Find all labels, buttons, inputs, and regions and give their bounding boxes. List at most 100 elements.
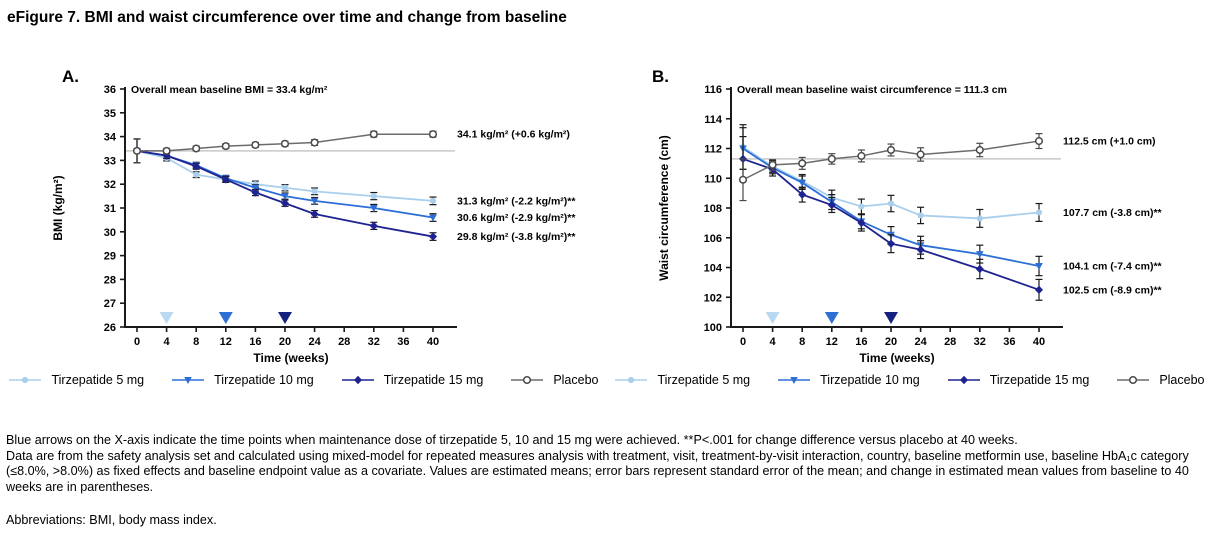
y-tick-label: 114: [704, 114, 723, 126]
waist-chart: 100 102 104 106 108 110 112 114 116 0 4 8 12 16 20 24 28…: [657, 84, 1163, 365]
legend-marker-icon: [9, 376, 42, 384]
x-tick-label: 20: [885, 336, 897, 348]
legend-item-tirzepatide-5-mg: Tirzepatide 5 mg: [7, 373, 144, 387]
series-placebo: 112.5 cm (+1.0 cm): [738, 133, 1156, 202]
marker-open-circle: [221, 142, 230, 151]
footnote-line-1: Blue arrows on the X-axis indicate the t…: [6, 433, 1018, 447]
marker-circle: [311, 188, 318, 195]
x-tick-label: 20: [279, 336, 291, 348]
x-tick-label: 40: [1033, 336, 1045, 348]
legend-item-placebo: Placebo: [1115, 373, 1205, 387]
y-tick-label: 36: [104, 84, 116, 96]
x-tick-label: 32: [368, 336, 380, 348]
series-tirzepatide-10-mg: 30.6 kg/m² (-2.9 kg/m²)**: [133, 138, 576, 224]
y-tick-label: 33: [104, 155, 116, 167]
x-tick-label: 0: [740, 336, 746, 348]
marker-open-circle: [738, 175, 748, 184]
y-tick-label: 112: [704, 144, 722, 156]
marker-circle: [858, 203, 865, 210]
marker-diamond: [857, 218, 866, 228]
legend-item-placebo: Placebo: [509, 373, 599, 387]
legend-marker-icon: [341, 375, 374, 385]
series-line: [742, 158, 1040, 291]
y-tick-label: 34: [104, 132, 117, 144]
x-tick-label: 16: [855, 336, 867, 348]
marker-triangle: [976, 251, 984, 259]
marker-circle: [370, 193, 377, 200]
legend-item-tirzepatide-15-mg: Tirzepatide 15 mg: [946, 373, 1089, 387]
marker-open-circle: [428, 130, 438, 139]
marker-diamond: [353, 375, 362, 385]
y-tick-label: 110: [704, 173, 722, 185]
legend-label: Placebo: [553, 373, 599, 387]
marker-circle: [429, 197, 437, 204]
end-value-label: 102.5 cm (-8.9 cm)**: [1063, 284, 1163, 296]
marker-circle: [193, 171, 200, 178]
dose-arrow-icon: [884, 312, 898, 324]
marker-open-circle: [192, 144, 201, 153]
x-axis-title: Time (weeks): [253, 351, 328, 365]
end-value-label: 112.5 cm (+1.0 cm): [1063, 136, 1156, 148]
marker-open-circle: [916, 150, 925, 159]
marker-triangle: [429, 214, 437, 222]
x-tick-label: 16: [249, 336, 261, 348]
legend-marker-icon: [947, 375, 980, 385]
panel-bmi: A. 26 27 28 29 30 31 32 33 34 35 36 0 4 8 12 16 20 24 28 32…: [0, 67, 606, 387]
y-tick-label: 102: [704, 292, 722, 304]
footnote-line-2: Data are from the safety analysis set an…: [6, 448, 1189, 495]
end-value-label: 31.3 kg/m² (-2.2 kg/m²)**: [457, 195, 576, 207]
x-tick-label: 4: [770, 336, 777, 348]
marker-triangle: [1035, 263, 1043, 271]
end-value-label: 34.1 kg/m² (+0.6 kg/m²): [457, 129, 570, 141]
marker-circle: [281, 184, 289, 191]
end-value-label: 29.8 kg/m² (-3.8 kg/m²)**: [457, 231, 576, 243]
legend-label: Placebo: [1159, 373, 1205, 387]
marker-open-circle: [1034, 137, 1044, 146]
marker-open-circle: [162, 146, 171, 155]
legend-marker-icon: [172, 377, 205, 384]
figure-title: eFigure 7. BMI and waist circumference o…: [7, 9, 567, 26]
marker-circle: [1035, 209, 1043, 216]
marker-diamond: [310, 209, 319, 219]
marker-diamond: [369, 221, 378, 231]
marker-open-circle: [280, 139, 290, 148]
x-tick-label: 40: [427, 336, 439, 348]
x-tick-label: 12: [826, 336, 838, 348]
dose-arrow-icon: [765, 312, 780, 324]
marker-diamond: [192, 162, 201, 171]
panel-label-a: A.: [62, 67, 79, 86]
end-value-label: 30.6 kg/m² (-2.9 kg/m²)**: [457, 212, 576, 224]
legend-label: Tirzepatide 10 mg: [820, 373, 920, 387]
marker-open-circle: [768, 160, 777, 169]
marker-diamond: [1035, 285, 1043, 295]
series-tirzepatide-15-mg: 29.8 kg/m² (-3.8 kg/m²)**: [133, 138, 576, 243]
marker-circle: [22, 376, 29, 384]
marker-diamond: [887, 239, 895, 248]
legend-marker-icon: [511, 375, 544, 385]
marker-open-circle: [886, 145, 896, 155]
marker-triangle: [184, 377, 192, 384]
marker-diamond: [221, 175, 230, 184]
legend-label: Tirzepatide 5 mg: [51, 373, 145, 387]
y-tick-label: 31: [104, 203, 116, 215]
marker-open-circle: [132, 146, 142, 155]
marker-open-circle: [251, 140, 260, 149]
marker-diamond: [975, 264, 984, 274]
marker-diamond: [281, 199, 289, 208]
legend-item-tirzepatide-10-mg: Tirzepatide 10 mg: [170, 373, 314, 387]
legend-label: Tirzepatide 10 mg: [214, 373, 314, 387]
y-tick-label: 28: [104, 274, 116, 286]
marker-diamond: [916, 245, 925, 254]
figure-panels: A. 26 27 28 29 30 31 32 33 34 35 36 0 4 8 12 16 20 24 28 32…: [0, 67, 1212, 387]
x-tick-label: 32: [974, 336, 986, 348]
marker-triangle: [310, 197, 319, 205]
footnotes: Blue arrows on the X-axis indicate the t…: [0, 433, 1212, 529]
panel-waist: B. 100 102 104 106 108 110 112 114 116 0 4 8 12 16 20 2…: [606, 67, 1212, 387]
y-tick-label: 108: [704, 203, 722, 215]
y-tick-label: 35: [104, 108, 116, 120]
y-tick-label: 27: [104, 298, 116, 310]
marker-triangle: [251, 184, 260, 192]
legend-marker-icon: [615, 376, 648, 384]
marker-open-circle: [523, 375, 532, 385]
legend-waist: Tirzepatide 5 mg Tirzepatide 10 mg Tirzepa…: [606, 373, 1212, 387]
